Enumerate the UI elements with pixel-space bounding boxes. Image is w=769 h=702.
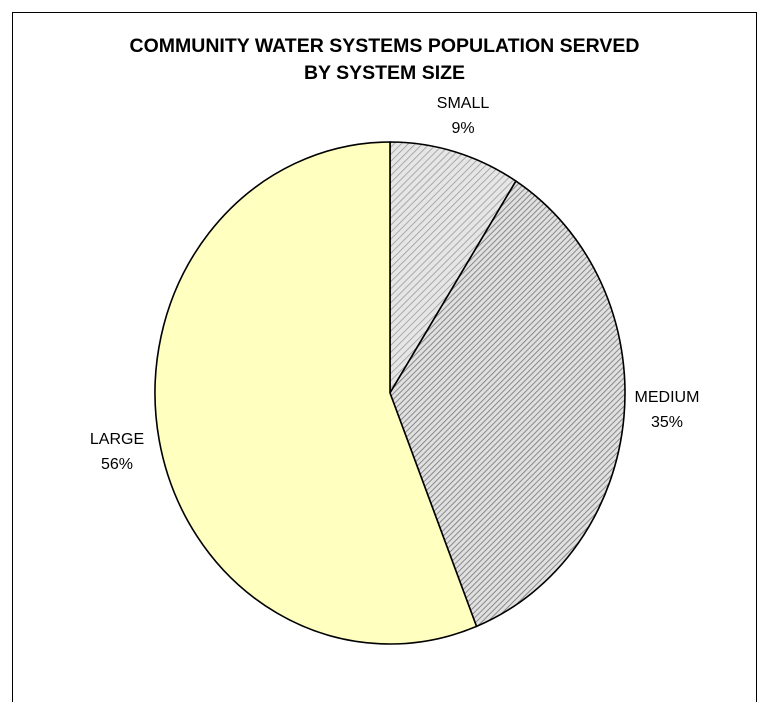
slice-category-medium: MEDIUM [635,389,700,406]
slice-percent-small: 9% [451,120,474,137]
pie-slices [154,141,626,645]
pie-slice-small [389,141,517,396]
slice-category-small: SMALL [437,95,490,112]
slice-category-large: LARGE [90,431,144,448]
slice-label-small: SMALL 9% [437,95,490,137]
slice-percent-medium: 35% [651,414,683,431]
pie-slice-large [154,141,478,645]
pie-slice-medium [389,179,626,628]
chart-title-line-2: BY SYSTEM SIZE [303,62,466,84]
slice-label-large: LARGE 56% [90,431,144,473]
chart-title: COMMUNITY WATER SYSTEMS POPULATION SERVE… [13,33,756,87]
pie-labels: SMALL 9% MEDIUM 35% LARGE 56% [90,95,700,473]
chart-title-line-1: COMMUNITY WATER SYSTEMS POPULATION SERVE… [129,35,640,57]
slice-percent-large: 56% [101,456,133,473]
slice-label-medium: MEDIUM 35% [635,389,700,431]
